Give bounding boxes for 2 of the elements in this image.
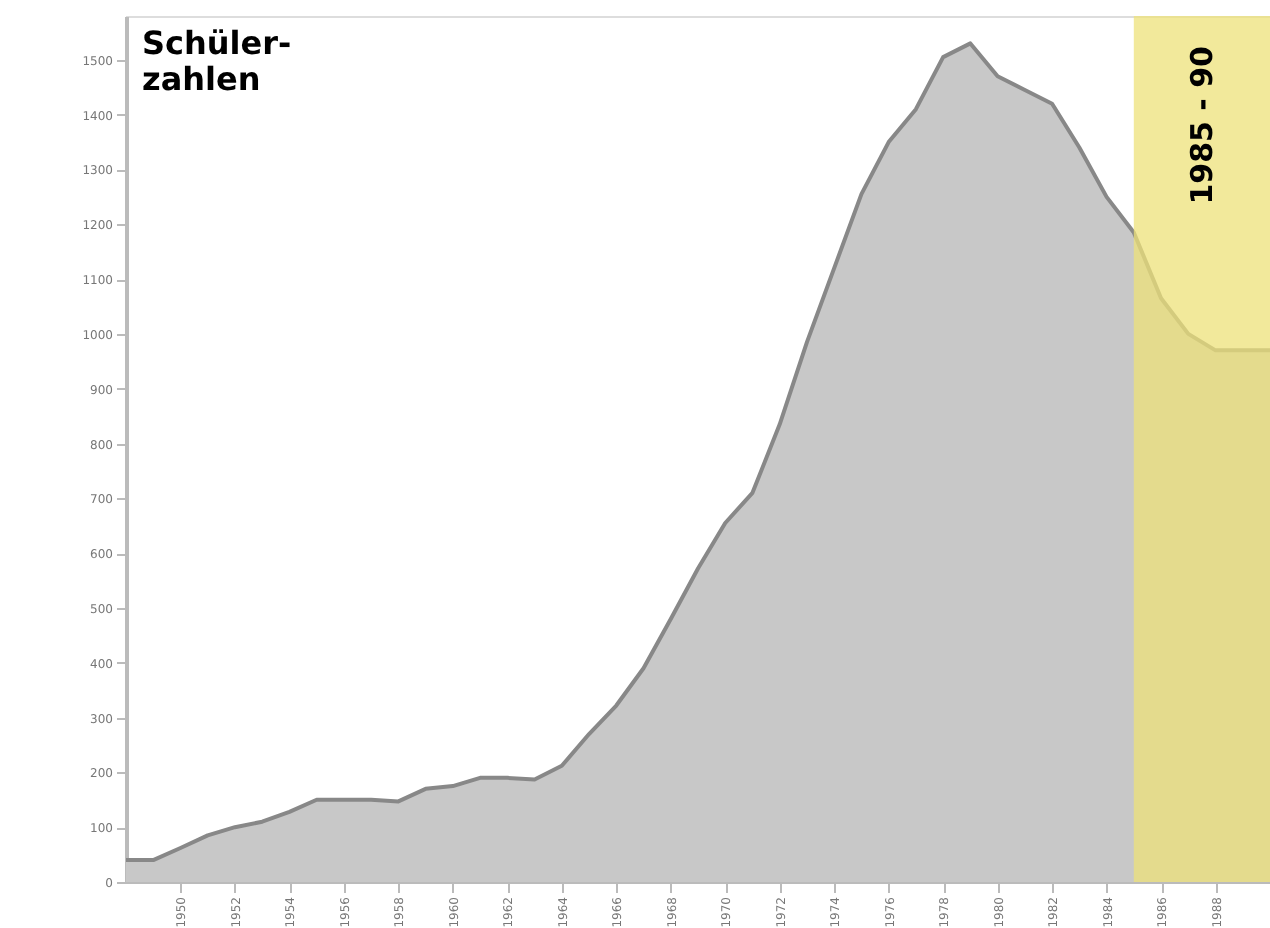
text: Schüler- zahlen [142,24,292,98]
band-label: 1985 - 90 [1183,46,1220,205]
